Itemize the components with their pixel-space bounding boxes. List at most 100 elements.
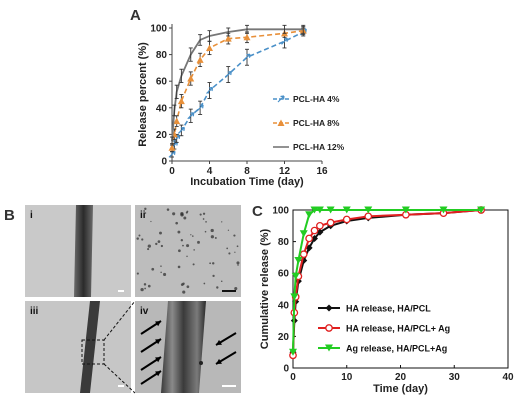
particle-dot bbox=[214, 236, 217, 239]
particle-dot bbox=[197, 240, 200, 244]
particle-dot bbox=[177, 230, 181, 234]
series-line bbox=[171, 31, 304, 155]
particle-dot bbox=[186, 244, 190, 248]
particle-dot bbox=[136, 272, 139, 275]
data-point bbox=[315, 206, 324, 214]
data-point bbox=[401, 206, 410, 214]
y-tick-label: 60 bbox=[156, 77, 168, 88]
particle-dot bbox=[160, 265, 162, 267]
y-tick-label: 0 bbox=[161, 157, 167, 168]
data-point bbox=[342, 215, 351, 224]
particle-dot bbox=[202, 218, 205, 220]
particle-dot bbox=[150, 220, 152, 223]
particle-dot bbox=[203, 282, 206, 285]
data-point bbox=[289, 348, 297, 356]
y-tick-label: 20 bbox=[278, 332, 290, 343]
particle-dot bbox=[226, 247, 229, 250]
micrograph-i: i bbox=[25, 205, 131, 297]
y-tick-label: 60 bbox=[278, 269, 290, 280]
legend-marker bbox=[325, 324, 333, 332]
particle-dot bbox=[166, 208, 170, 211]
particle-dot bbox=[236, 261, 240, 265]
legend: PCL-HA 4% PCL-HA 8% PCL-HA 12% bbox=[273, 94, 345, 152]
particle-dot bbox=[192, 263, 195, 266]
arrow-head bbox=[155, 339, 161, 345]
y-tick-label: 100 bbox=[150, 24, 167, 35]
data-point bbox=[299, 250, 308, 259]
particle-dot bbox=[180, 238, 184, 242]
y-tick-label: 20 bbox=[156, 130, 168, 141]
particle-dot bbox=[237, 264, 239, 266]
particle-dot bbox=[193, 249, 195, 251]
particle-dot bbox=[180, 211, 184, 216]
data-point bbox=[243, 33, 251, 41]
micrograph-label-ii: ii bbox=[140, 210, 146, 221]
y-tick-label: 100 bbox=[272, 206, 289, 217]
particle-dot bbox=[160, 244, 164, 248]
particle-dot bbox=[182, 290, 186, 294]
legend-marker bbox=[277, 95, 285, 103]
particle-dot bbox=[227, 229, 230, 231]
data-point bbox=[224, 70, 232, 78]
x-tick-label: 0 bbox=[290, 372, 296, 383]
particle-dot bbox=[144, 207, 147, 211]
particle-dot bbox=[234, 251, 236, 253]
y-tick-label: 80 bbox=[156, 50, 168, 61]
particle-dot bbox=[192, 235, 194, 237]
particle-dot bbox=[147, 284, 151, 288]
x-tick-label: 12 bbox=[279, 166, 291, 177]
series-0 bbox=[168, 27, 307, 158]
series-1 bbox=[289, 206, 485, 360]
data-point bbox=[187, 75, 195, 82]
data-point bbox=[364, 212, 373, 221]
arrow-head bbox=[216, 358, 222, 364]
particle-dot bbox=[236, 245, 239, 248]
particle-dot bbox=[233, 234, 236, 237]
data-point bbox=[177, 97, 185, 105]
x-tick-label: 8 bbox=[244, 166, 250, 177]
data-point bbox=[177, 126, 185, 134]
data-point bbox=[243, 53, 251, 61]
particle-dot bbox=[185, 211, 188, 214]
particle-dot bbox=[186, 285, 190, 289]
particle-dot bbox=[190, 234, 192, 236]
legend-entry: PCL-HA 4% bbox=[293, 94, 340, 104]
data-point bbox=[196, 56, 204, 63]
particle-dot bbox=[177, 265, 181, 269]
arrow-head bbox=[155, 357, 161, 363]
data-point bbox=[294, 257, 303, 265]
chart-a: 0 4 8 12 16 0 20 40 60 80 100 Incubation Time (day)… bbox=[137, 24, 345, 189]
particle-dot bbox=[151, 267, 155, 271]
data-point bbox=[439, 206, 448, 214]
particle-dot bbox=[136, 237, 139, 240]
data-point bbox=[196, 104, 204, 112]
particle-dot bbox=[204, 230, 207, 233]
y-tick-label: 0 bbox=[283, 364, 289, 375]
data-point bbox=[477, 206, 486, 214]
particle-dot bbox=[183, 216, 187, 220]
data-point bbox=[316, 221, 324, 230]
particle-dot bbox=[141, 238, 144, 241]
particle-dot bbox=[163, 272, 167, 277]
data-point bbox=[290, 293, 299, 301]
data-point bbox=[364, 206, 373, 214]
x-tick-label: 40 bbox=[502, 372, 514, 383]
data-point bbox=[311, 234, 318, 242]
particle-dot bbox=[147, 248, 150, 251]
x-axis-title: Incubation Time (day) bbox=[190, 176, 304, 188]
data-point bbox=[168, 144, 176, 151]
particle-dot bbox=[202, 212, 206, 215]
x-tick-label: 16 bbox=[316, 166, 328, 177]
panel-b-label: B bbox=[4, 207, 15, 224]
data-point bbox=[310, 226, 319, 235]
arrow-head bbox=[216, 339, 222, 345]
particle-dot bbox=[186, 255, 188, 258]
series-2 bbox=[170, 24, 306, 146]
particle-dot bbox=[209, 262, 212, 265]
particle-dot bbox=[216, 286, 219, 289]
particle-dot bbox=[138, 234, 141, 237]
particle-dot bbox=[147, 244, 151, 248]
micrograph-ii: ii bbox=[135, 205, 241, 297]
y-tick-label: 80 bbox=[278, 237, 290, 248]
particle-dot bbox=[210, 228, 214, 233]
